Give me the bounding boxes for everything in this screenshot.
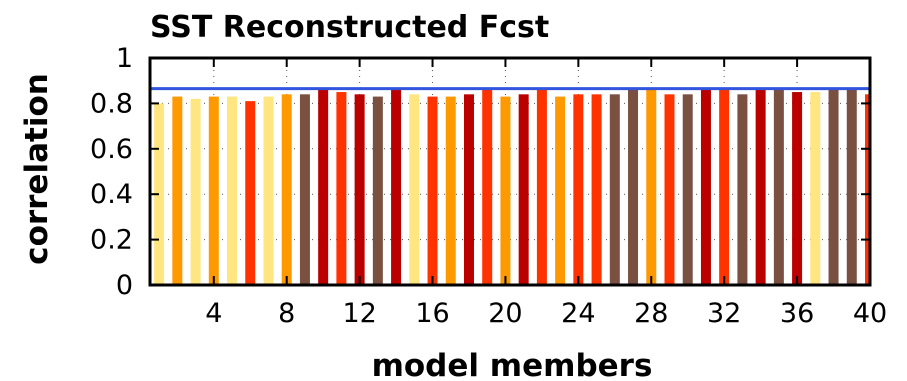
bar <box>445 96 456 285</box>
y-axis-label: correlation <box>19 73 55 265</box>
bar <box>755 89 766 285</box>
bar <box>828 89 839 285</box>
x-tick-label: 4 <box>205 298 222 329</box>
plot-frame <box>148 56 872 287</box>
bar <box>227 96 238 285</box>
bar <box>500 96 511 285</box>
x-tick-label: 24 <box>561 298 595 329</box>
bar <box>245 101 256 285</box>
bar <box>591 94 602 285</box>
x-tick-label: 12 <box>342 298 376 329</box>
bar <box>518 94 529 285</box>
bar <box>427 96 438 285</box>
bar <box>409 94 420 285</box>
bar <box>628 89 639 285</box>
bar <box>810 92 821 285</box>
bar <box>354 94 365 285</box>
y-tick-label: 1 <box>116 43 133 74</box>
x-tick-label: 20 <box>488 298 522 329</box>
bar <box>646 89 657 285</box>
axis-ticks: 4 8 12 16 20 24 28 32 36 40 0 0.2 0.4 0.6 0.8 1 <box>90 43 887 329</box>
y-tick-label: 0.8 <box>90 88 133 119</box>
x-tick-label: 16 <box>415 298 449 329</box>
bar <box>536 89 547 285</box>
y-tick-label: 0.2 <box>90 225 133 256</box>
bar <box>846 89 857 285</box>
x-tick-label: 40 <box>853 298 887 329</box>
bar <box>737 94 748 285</box>
bar <box>299 94 310 285</box>
bar <box>664 94 675 285</box>
bar <box>391 89 402 285</box>
bar <box>719 89 730 285</box>
y-tick-label: 0.4 <box>90 179 133 210</box>
x-tick-label: 36 <box>780 298 814 329</box>
chart-title: SST Reconstructed Fcst <box>150 10 549 45</box>
bar <box>792 92 803 285</box>
bar <box>372 96 383 285</box>
bar <box>263 96 274 285</box>
bar <box>865 94 870 285</box>
bar <box>609 94 620 285</box>
x-axis-label: model members <box>372 348 653 381</box>
x-tick-label: 32 <box>707 298 741 329</box>
bar <box>208 96 219 285</box>
bar <box>482 89 493 285</box>
bar <box>700 89 711 285</box>
y-tick-label: 0.6 <box>90 134 133 165</box>
bar <box>463 94 474 285</box>
bar <box>336 92 347 285</box>
bar <box>318 89 329 285</box>
bar <box>154 103 165 286</box>
bar <box>172 96 183 285</box>
bar <box>281 94 292 285</box>
y-tick-label: 0 <box>116 270 133 301</box>
x-tick-label: 8 <box>278 298 295 329</box>
bar <box>682 94 693 285</box>
bar <box>573 94 584 285</box>
bar <box>773 87 784 285</box>
bar <box>555 96 566 285</box>
bars <box>154 87 870 286</box>
x-tick-label: 28 <box>634 298 668 329</box>
bar <box>190 98 201 285</box>
